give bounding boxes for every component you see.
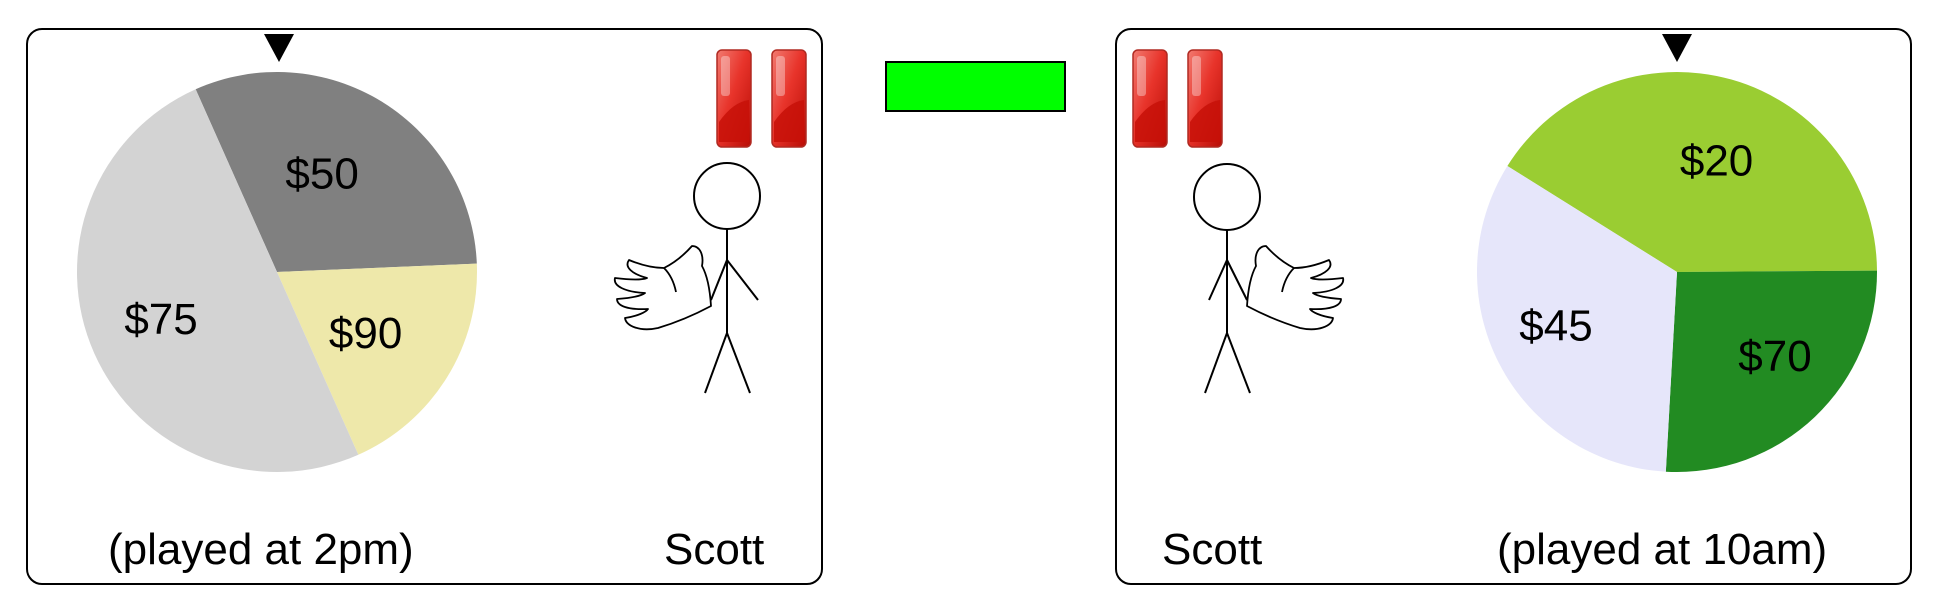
slice-label: $90 [329,309,402,358]
wheel-pointer-icon [1662,34,1692,62]
slice-label: $45 [1519,301,1592,350]
slice-label: $50 [285,149,358,198]
right-prize-wheel: $20 $70 $45 [1477,72,1877,472]
wheel-slice [1665,270,1877,472]
ticket-icon [771,49,807,148]
ticket-icon [1187,49,1223,148]
player-name: Scott [1162,525,1263,574]
slice-label: $70 [1738,332,1811,381]
left-prize-wheel: $50 $90 $75 [76,72,477,473]
wheel-slice [195,72,477,272]
wheel-slice [1507,72,1877,272]
slice-label: $20 [1680,136,1753,185]
ticket-icon [1132,49,1168,148]
wheel-slice [277,263,477,455]
stick-figure-icon [693,162,761,394]
player-name: Scott [664,525,765,574]
middle-green-bar [885,61,1066,112]
ticket-icon [716,49,752,148]
slice-label: $75 [124,295,197,344]
left-lottery-panel: $50 $90 $75 (played at 2p [26,28,823,585]
ticket-icons [716,49,807,148]
open-hand-icon [1246,245,1345,331]
open-hand-icon [613,245,712,331]
wheel-slice [1477,166,1677,472]
ticket-icons [1132,49,1223,148]
right-scene: $20 $70 $45 [1132,34,1877,472]
stick-figure-icon [1193,163,1261,394]
left-scene: $50 $90 $75 [76,34,807,473]
wheel-pointer-icon [264,34,294,62]
time-caption: (played at 10am) [1497,525,1828,574]
wheel-slice [76,89,359,473]
right-lottery-panel: $20 $70 $45 Scott (play [1115,28,1912,585]
time-caption: (played at 2pm) [108,525,414,574]
